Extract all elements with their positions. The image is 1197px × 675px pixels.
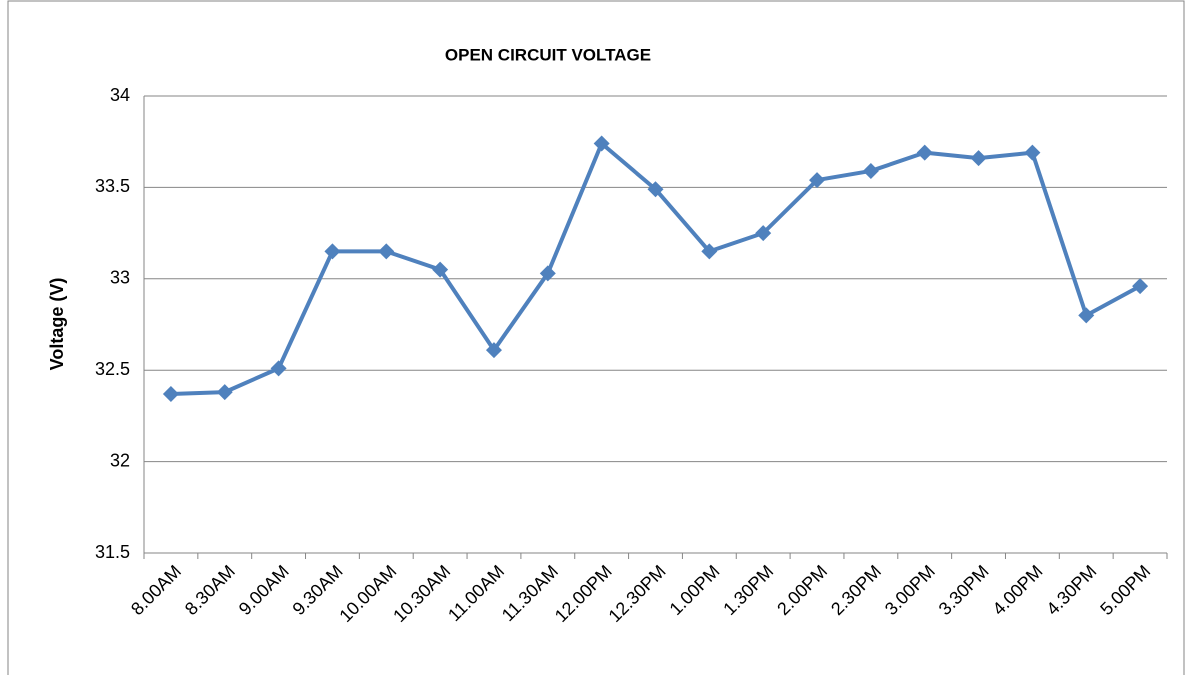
marker [162, 385, 179, 402]
y-tick-label: 34 [110, 85, 130, 105]
x-tick-label: 4.30PM [1042, 561, 1100, 619]
y-tick-label: 32.5 [95, 359, 130, 379]
x-tick-label: 5.00PM [1096, 561, 1154, 619]
x-tick-label: 8.00AM [127, 561, 185, 619]
marker [270, 360, 287, 377]
x-tick-label: 10.30AM [389, 561, 454, 626]
x-tick-label: 11.30AM [498, 561, 562, 625]
marker [485, 342, 502, 359]
chart-title: OPEN CIRCUIT VOLTAGE [445, 45, 651, 64]
marker [862, 162, 879, 179]
line [170, 141, 1142, 396]
x-tick-label: 3.00PM [881, 561, 939, 619]
x-tick-label: 11.00AM [444, 561, 508, 625]
x-tick-label: 10.00AM [335, 561, 400, 626]
marker [647, 181, 664, 198]
y-tick-label: 33 [110, 268, 130, 288]
marker [324, 243, 341, 260]
x-tick-label: 3.30PM [935, 561, 993, 619]
x-tick-label: 2.00PM [773, 561, 831, 619]
marker [593, 135, 610, 152]
marker [970, 150, 987, 167]
marker [755, 225, 772, 242]
y-tick-label: 32 [110, 450, 130, 470]
marker [539, 265, 556, 282]
x-tick-label: 12.00PM [551, 561, 616, 626]
marker [809, 172, 826, 189]
chart-frame [7, 0, 1185, 675]
y-tick-label: 31.5 [95, 542, 130, 562]
marker [1078, 307, 1095, 324]
marker [701, 243, 718, 260]
marker [916, 144, 933, 161]
x-tick-label: 8.30AM [181, 561, 239, 619]
y-tick-label: 33.5 [95, 176, 130, 196]
marker [1024, 144, 1041, 161]
x-tick-label: 12.30PM [605, 561, 670, 626]
x-tick-label: 9.00AM [235, 561, 293, 619]
marker [378, 243, 395, 260]
marker [1132, 278, 1149, 295]
x-tick-label: 1.30PM [719, 561, 777, 619]
x-tick-label: 1.00PM [666, 561, 724, 619]
marker [216, 384, 233, 401]
x-tick-label: 4.00PM [989, 561, 1047, 619]
x-tick-label: 2.30PM [827, 561, 885, 619]
marker [432, 261, 449, 278]
y-axis-title: Voltage (V) [47, 278, 67, 371]
